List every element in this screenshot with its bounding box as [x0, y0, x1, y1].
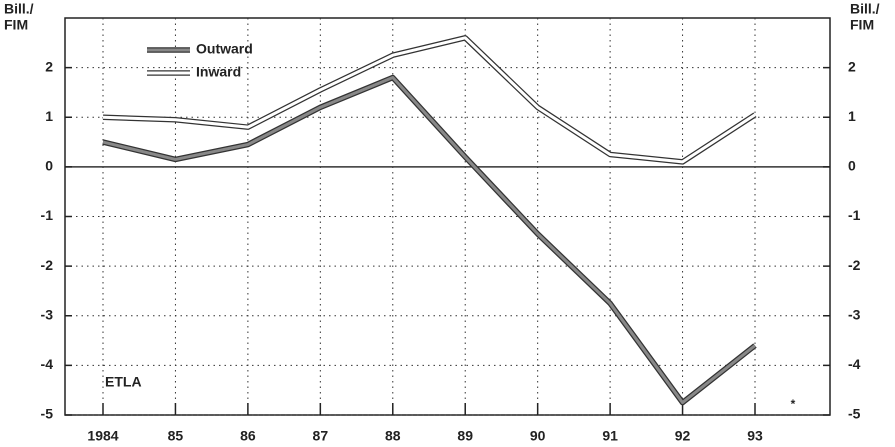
- y-axis-label: Bill./: [4, 1, 34, 17]
- x-tick-label: 87: [313, 428, 329, 444]
- x-tick-label: 92: [675, 428, 691, 444]
- y2-tick-label: -5: [848, 406, 861, 422]
- annotation: ETLA: [105, 374, 142, 390]
- annotation: *: [791, 397, 796, 411]
- x-tick-label: 89: [457, 428, 473, 444]
- y2-tick-label: 1: [848, 108, 856, 124]
- y2-axis-label: Bill./: [850, 1, 880, 17]
- line: [102, 76, 756, 405]
- y-tick-label: -5: [41, 406, 54, 422]
- y2-tick-label: 2: [848, 58, 856, 74]
- x-tick-label: 88: [385, 428, 401, 444]
- line-outline: [102, 74, 757, 406]
- x-tick-label: 91: [602, 428, 618, 444]
- y-tick-label: -1: [41, 207, 54, 223]
- y-axis-label: FIM: [4, 17, 28, 33]
- legend-label: Outward: [196, 41, 253, 57]
- y-tick-label: 1: [45, 108, 53, 124]
- y2-tick-label: -4: [848, 356, 861, 372]
- x-tick-label: 86: [240, 428, 256, 444]
- y2-tick-label: -2: [848, 257, 861, 273]
- line: [102, 36, 756, 164]
- y2-axis-label: FIM: [850, 17, 874, 33]
- y-tick-label: -4: [41, 356, 54, 372]
- x-tick-label: 85: [168, 428, 184, 444]
- y-tick-label: -3: [41, 306, 54, 322]
- y2-tick-label: -3: [848, 306, 861, 322]
- x-tick-label: 1984: [87, 428, 118, 444]
- x-tick-label: 90: [530, 428, 546, 444]
- y-tick-label: 0: [45, 158, 53, 174]
- y2-tick-label: -1: [848, 207, 861, 223]
- legend-label: Inward: [196, 64, 241, 80]
- y-tick-label: 2: [45, 58, 53, 74]
- y-tick-label: -2: [41, 257, 54, 273]
- x-tick-label: 93: [747, 428, 763, 444]
- y2-tick-label: 0: [848, 158, 856, 174]
